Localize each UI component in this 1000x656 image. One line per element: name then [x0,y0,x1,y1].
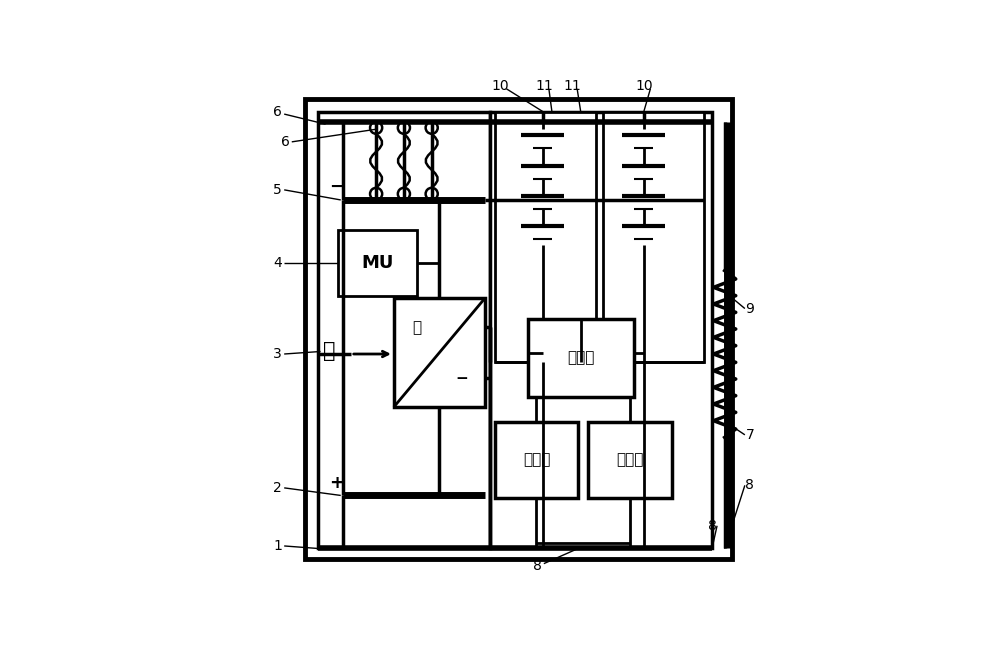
Text: 控制器: 控制器 [523,453,550,468]
Text: 主控器: 主控器 [567,350,594,365]
Text: 3: 3 [273,347,282,361]
Text: −: − [329,178,344,196]
Bar [305,99,732,559]
Text: +: + [329,474,344,492]
Text: 11: 11 [563,79,581,93]
Text: 10: 10 [491,79,509,93]
Bar [495,422,578,498]
Text: 2: 2 [273,481,282,495]
Text: −: − [456,371,468,386]
Bar [528,319,634,397]
Text: 控制器: 控制器 [616,453,644,468]
Text: 6: 6 [281,135,290,149]
Text: 10: 10 [635,79,653,93]
Text: 6: 6 [273,104,282,119]
Text: MU: MU [361,254,394,272]
Bar [588,422,672,498]
Text: 8: 8 [533,559,542,573]
Bar [603,112,704,361]
Text: 9: 9 [745,302,754,316]
Text: 8: 8 [745,478,754,493]
Text: ～: ～ [412,320,421,335]
Bar [394,298,485,407]
Text: 5: 5 [273,183,282,197]
Text: 8: 8 [708,519,716,533]
Bar [318,112,490,548]
Bar [490,112,712,548]
Text: 7: 7 [746,428,754,442]
Text: 1: 1 [273,539,282,553]
Text: 4: 4 [273,256,282,270]
Bar [495,112,596,361]
Text: ～: ～ [323,342,336,361]
Text: 11: 11 [535,79,553,93]
Bar [338,230,417,296]
